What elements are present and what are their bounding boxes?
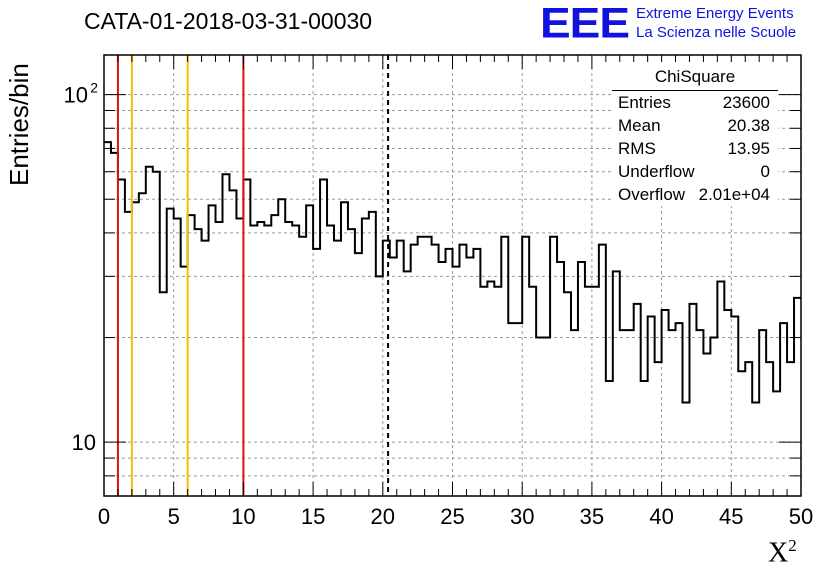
logo-line-1: Extreme Energy Events [636, 5, 794, 22]
stats-row: Entries 23600 [612, 91, 778, 114]
x-tick-label: 20 [371, 504, 395, 529]
stats-value: 2.01e+04 [698, 185, 770, 204]
x-axis-label-superscript: 2 [788, 536, 797, 555]
histogram-series [104, 141, 801, 404]
stats-value: 13.95 [727, 139, 770, 158]
x-axis-label-main: X [768, 537, 789, 569]
stats-row: RMS 13.95 [612, 137, 778, 160]
eee-logo-mark: EEE [540, 0, 630, 47]
x-axis-label: X2 [768, 536, 797, 569]
stats-row: Overflow 2.01e+04 [612, 183, 778, 206]
y-tick-label: 10 [72, 430, 96, 455]
x-tick-label: 35 [580, 504, 604, 529]
x-tick-label: 15 [301, 504, 325, 529]
stats-key: Overflow [618, 185, 686, 204]
x-tick-label: 45 [719, 504, 743, 529]
stats-value: 0 [760, 162, 770, 181]
x-tick-label: 30 [510, 504, 534, 529]
stats-box: ChiSquare Entries 23600 Mean 20.38 RMS 13.9… [612, 62, 778, 206]
stats-value: 20.38 [727, 116, 770, 135]
stats-row: Underflow 0 [612, 160, 778, 183]
stats-key: RMS [618, 139, 656, 158]
stats-box-title: ChiSquare [612, 62, 778, 91]
y-tick-label: 10 [64, 83, 88, 108]
stats-key: Mean [618, 116, 661, 135]
x-tick-label: 40 [649, 504, 673, 529]
stats-row: Mean 20.38 [612, 114, 778, 137]
chart-title: CATA-01-2018-03-31-00030 [84, 8, 373, 34]
logo-line-2: La Scienza nelle Scuole [636, 24, 797, 41]
x-tick-label: 10 [231, 504, 255, 529]
x-tick-label: 50 [789, 504, 813, 529]
stats-key: Underflow [618, 162, 695, 181]
y-tick-label-exponent: 2 [90, 80, 98, 96]
y-axis-label: Entries/bin [4, 63, 34, 186]
stats-value: 23600 [722, 93, 770, 112]
x-tick-label: 5 [168, 504, 180, 529]
x-tick-label: 25 [440, 504, 464, 529]
stats-key: Entries [618, 93, 671, 112]
x-tick-label: 0 [98, 504, 110, 529]
